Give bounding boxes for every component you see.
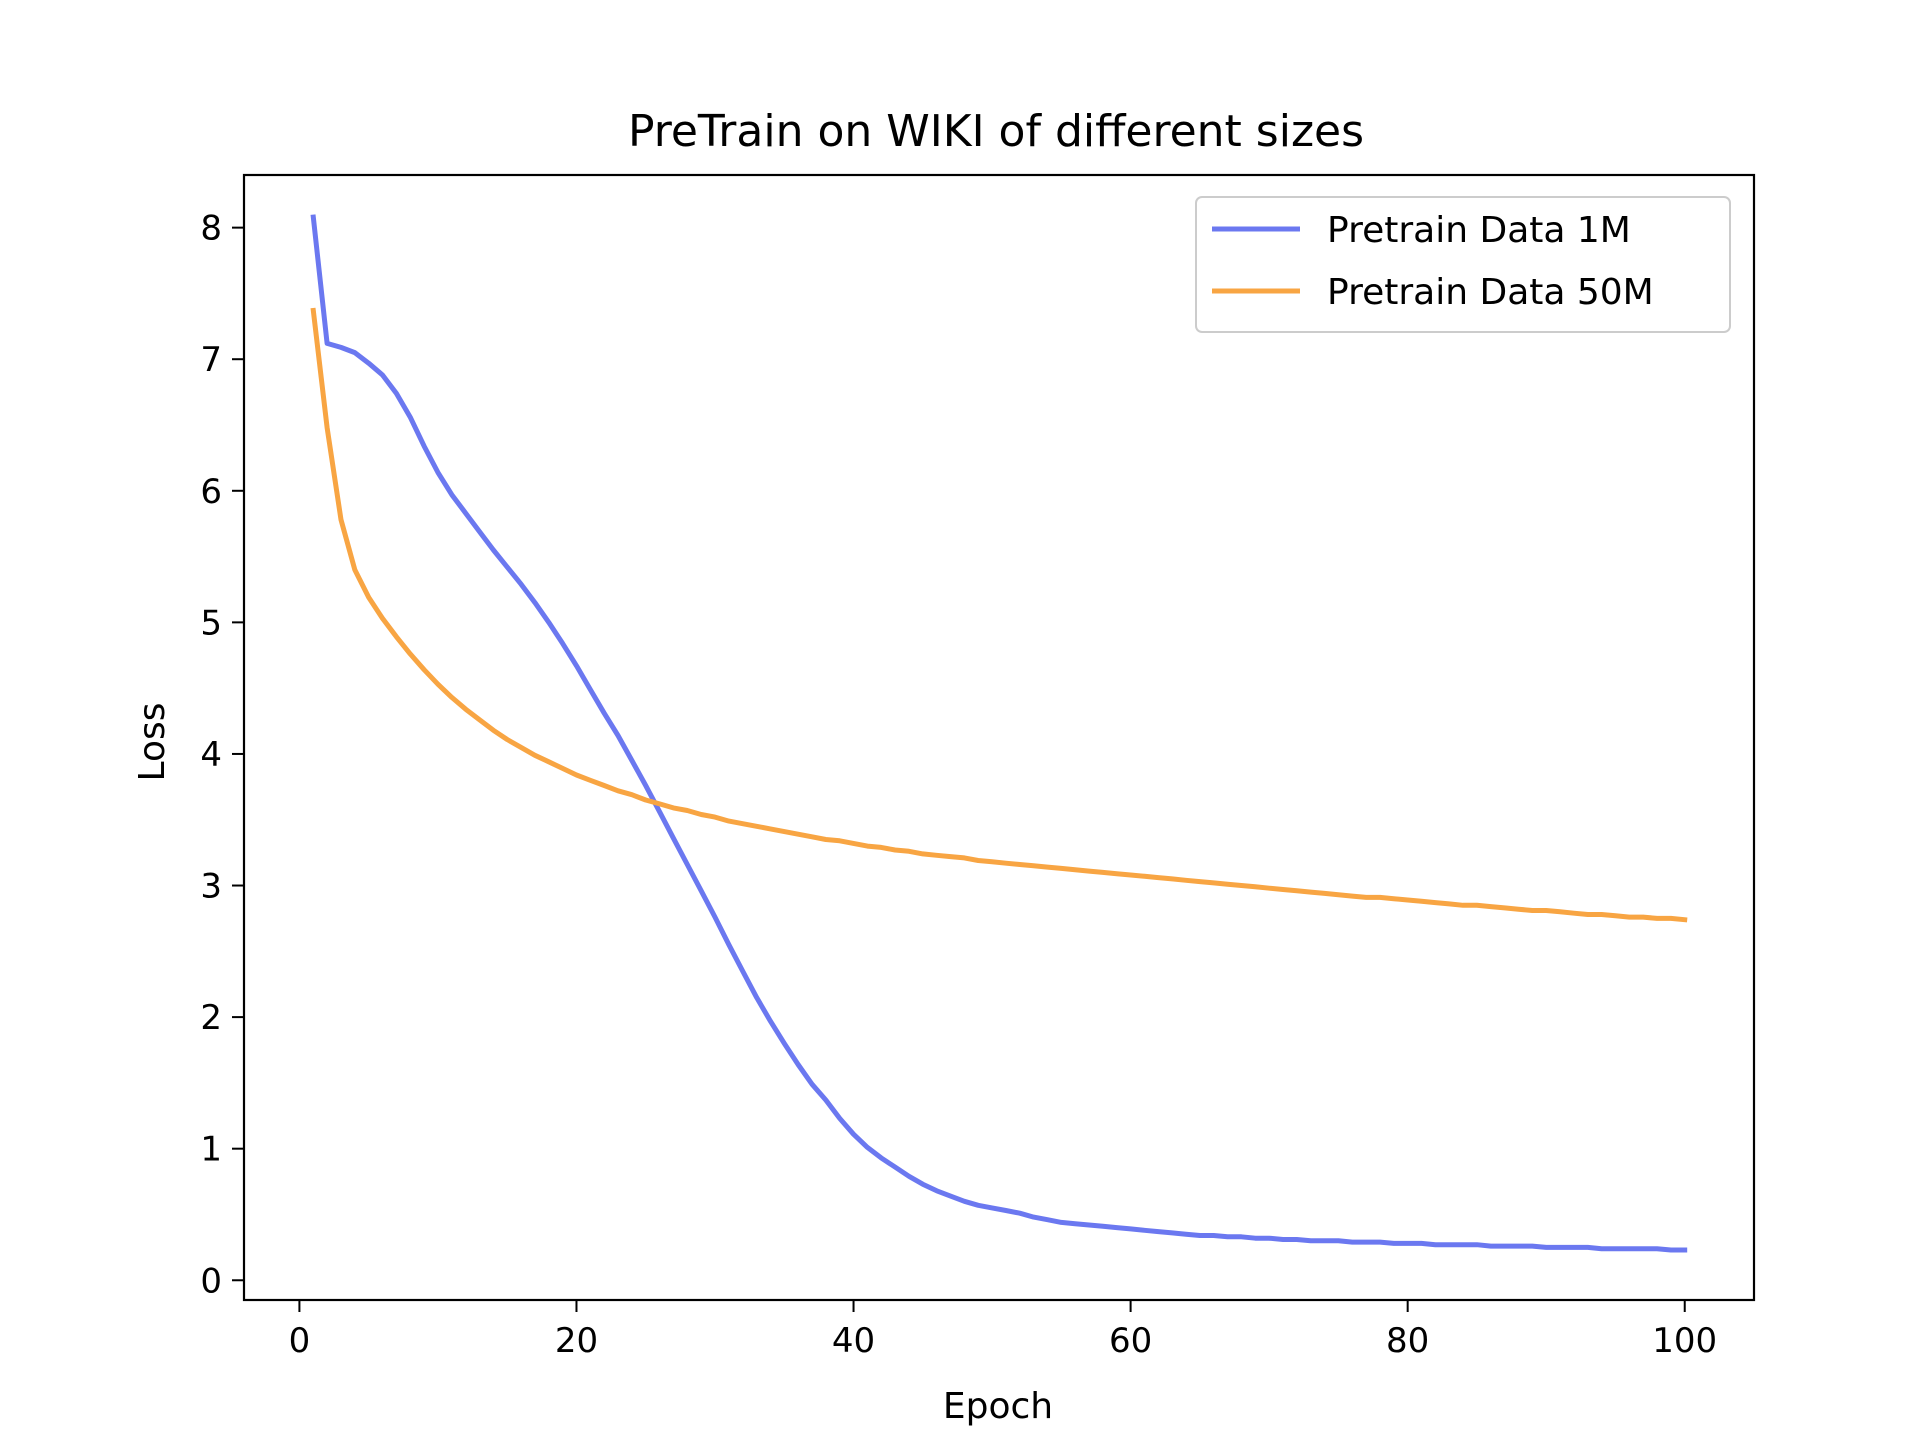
y-axis: 0 1 2 3 4 5 6 7 8 bbox=[200, 209, 244, 1301]
x-tick-label: 60 bbox=[1109, 1321, 1152, 1361]
y-tick-label: 8 bbox=[200, 209, 222, 249]
plot-area bbox=[242, 173, 1756, 1302]
x-axis: 0 20 40 60 80 100 bbox=[289, 1300, 1717, 1361]
x-tick-label: 20 bbox=[555, 1321, 598, 1361]
legend-box bbox=[1195, 196, 1731, 333]
chart-title: PreTrain on WIKI of different sizes bbox=[628, 106, 1364, 157]
y-tick-label: 2 bbox=[200, 998, 222, 1038]
y-tick-label: 3 bbox=[200, 867, 222, 907]
x-tick-label: 80 bbox=[1386, 1321, 1429, 1361]
series-line-0 bbox=[310, 214, 1688, 1253]
y-tick-label: 1 bbox=[200, 1130, 222, 1170]
y-tick-label: 0 bbox=[200, 1261, 222, 1301]
legend-label-1: Pretrain Data 50M bbox=[1327, 272, 1654, 313]
y-tick-label: 6 bbox=[200, 472, 222, 512]
x-tick-label: 40 bbox=[832, 1321, 875, 1361]
x-tick-label: 100 bbox=[1652, 1321, 1717, 1361]
x-axis-label: Epoch bbox=[943, 1386, 1053, 1427]
legend-label-0: Pretrain Data 1M bbox=[1327, 210, 1631, 251]
y-tick-label: 4 bbox=[200, 735, 222, 775]
y-tick-label: 5 bbox=[200, 603, 222, 643]
x-tick-label: 0 bbox=[289, 1321, 311, 1361]
y-tick-label: 7 bbox=[200, 340, 222, 380]
y-axis-label: Loss bbox=[132, 703, 173, 782]
legend: Pretrain Data 1M Pretrain Data 50M bbox=[1195, 196, 1731, 333]
series-lines bbox=[310, 214, 1688, 1253]
series-line-1 bbox=[310, 307, 1688, 923]
